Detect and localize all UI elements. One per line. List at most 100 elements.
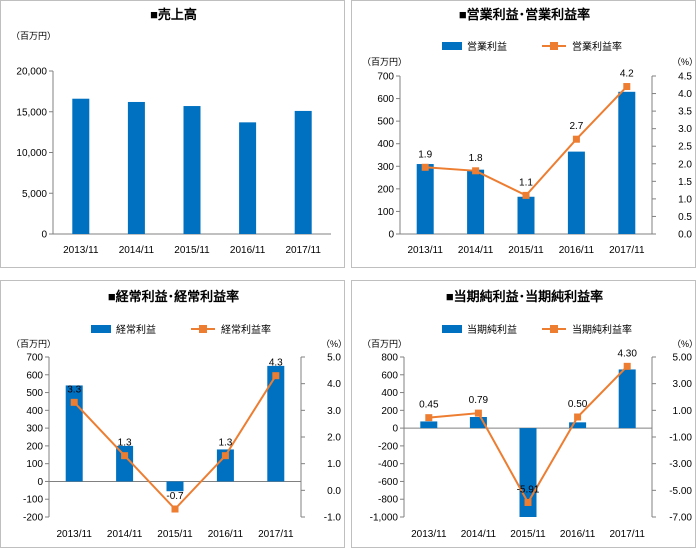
data-label: 1.8 (469, 153, 483, 164)
y-tick-label: 15,000 (16, 107, 47, 118)
y-tick-label: 200 (377, 184, 394, 195)
data-label: 1.3 (218, 438, 232, 449)
y-tick-label: 20,000 (16, 67, 47, 78)
line-marker (121, 452, 129, 460)
y2-tick-label: 3.5 (678, 107, 692, 118)
chart-title: ■経常利益･経常利益率 (108, 289, 239, 304)
y-tick-label: 10,000 (16, 148, 47, 159)
x-tick-label: 2013/11 (63, 245, 99, 256)
y-tick-label: 500 (26, 388, 43, 399)
ordinary-chart-panel: ■経常利益･経常利益率 （百万円） （%） 経常利益 経常利益率 -200 -100 0 100… (0, 280, 346, 548)
x-tick-label: 2017/11 (609, 529, 645, 540)
y-tick-label: 0 (392, 424, 398, 435)
y2-tick-label: 1.00 (673, 406, 693, 417)
y-tick-label: 200 (381, 406, 398, 417)
x-tick-label: 2014/11 (458, 245, 494, 256)
y2-tick-label: 1.5 (678, 177, 692, 188)
y2-tick-label: -1.0 (324, 513, 342, 524)
y-tick-label: -400 (378, 459, 398, 470)
legend-bar-label: 当期純利益 (467, 323, 517, 336)
y-tick-label: 500 (377, 117, 394, 128)
y2-tick-label: 2.0 (327, 433, 341, 444)
data-label: 1.3 (118, 438, 132, 449)
sales-chart-panel: ■売上高 （百万円） 0 5,000 10,000 15,000 20,000 2013/11… (0, 0, 345, 268)
y-tick-label: -800 (378, 495, 398, 506)
y-tick-label: 800 (381, 353, 398, 364)
ordinary-chart: ■経常利益･経常利益率 （百万円） （%） 経常利益 経常利益率 -200 -100 0 100… (11, 289, 346, 540)
legend-bar-swatch (442, 42, 462, 50)
y2-tick-label: 5.0 (327, 353, 341, 364)
bar (116, 445, 134, 482)
y-tick-label: 0 (41, 230, 47, 241)
right-axis-unit: （%） (672, 339, 696, 349)
y2-tick-label: -7.00 (669, 513, 692, 524)
y2-tick-label: 3.00 (673, 379, 693, 390)
left-axis-unit: （百万円） (11, 31, 56, 41)
bar (569, 422, 587, 429)
left-axis-unit: （百万円） (362, 57, 407, 67)
bar (216, 449, 234, 482)
x-tick-label: 2015/11 (174, 245, 210, 256)
x-tick-label: 2014/11 (119, 245, 155, 256)
y-tick-label: -1,000 (370, 513, 399, 524)
y-tick-label: -200 (378, 441, 398, 452)
bar (420, 421, 438, 429)
line-marker (421, 163, 429, 171)
net-chart: ■当期純利益･当期純利益率 （百万円） （%） 当期純利益 当期純利益率 -1,000 -8… (362, 289, 696, 540)
y2-tick-label: 4.0 (327, 379, 341, 390)
legend-line-label: 経常利益率 (221, 323, 271, 336)
y-tick-label: -600 (378, 477, 398, 488)
x-tick-label: 2017/11 (285, 245, 321, 256)
line-marker (272, 372, 280, 380)
y2-tick-label: 3.0 (678, 124, 692, 135)
line-marker (221, 452, 229, 460)
x-tick-label: 2016/11 (208, 529, 244, 540)
legend-line-marker (199, 325, 207, 333)
y-tick-label: 300 (377, 162, 394, 173)
legend-bar-label: 経常利益 (116, 323, 156, 336)
x-tick-label: 2016/11 (560, 529, 596, 540)
x-tick-label: 2016/11 (559, 245, 595, 256)
data-label: 0.45 (419, 400, 439, 411)
data-label: 1.9 (418, 149, 432, 160)
bar (65, 385, 83, 482)
data-label: 1.1 (519, 177, 533, 188)
bar (416, 164, 434, 234)
data-label: 4.3 (269, 358, 283, 369)
line-marker (70, 398, 78, 406)
y-tick-label: -200 (23, 513, 43, 524)
y-tick-label: 0 (388, 230, 394, 241)
x-tick-label: 2013/11 (56, 529, 92, 540)
bar (294, 110, 312, 234)
operating-chart: ■営業利益･営業利益率 （百万円） （%） 営業利益 営業利益率 0 100 200 300 40… (362, 7, 696, 256)
chart-title: ■当期純利益･当期純利益率 (446, 289, 603, 304)
y2-tick-label: 1.0 (678, 194, 692, 205)
line-marker (425, 414, 433, 422)
y-tick-label: 200 (26, 441, 43, 452)
left-axis-unit: （百万円） (362, 339, 407, 349)
x-tick-label: 2016/11 (230, 245, 266, 256)
right-axis-unit: （%） (672, 57, 696, 67)
y2-tick-label: 3.0 (327, 406, 341, 417)
y2-tick-label: 0.0 (678, 230, 692, 241)
x-tick-label: 2015/11 (510, 529, 546, 540)
legend-bar-swatch (91, 325, 111, 333)
bar (618, 91, 636, 234)
data-label: 3.3 (67, 384, 81, 395)
legend-bar-swatch (442, 325, 462, 333)
bar (469, 417, 487, 429)
bar (567, 151, 585, 234)
data-label: 4.30 (617, 348, 637, 359)
y-tick-label: 0 (37, 477, 43, 488)
data-label: 0.50 (568, 399, 588, 410)
line-marker (623, 83, 631, 91)
y-tick-label: 600 (377, 94, 394, 105)
line-marker (474, 409, 482, 417)
y-tick-label: 100 (26, 459, 43, 470)
line-marker (472, 167, 480, 175)
bar (467, 169, 485, 234)
x-tick-label: 2017/11 (258, 529, 294, 540)
legend-line-marker (550, 325, 558, 333)
y2-tick-label: 4.0 (678, 89, 692, 100)
y-tick-label: 300 (26, 424, 43, 435)
